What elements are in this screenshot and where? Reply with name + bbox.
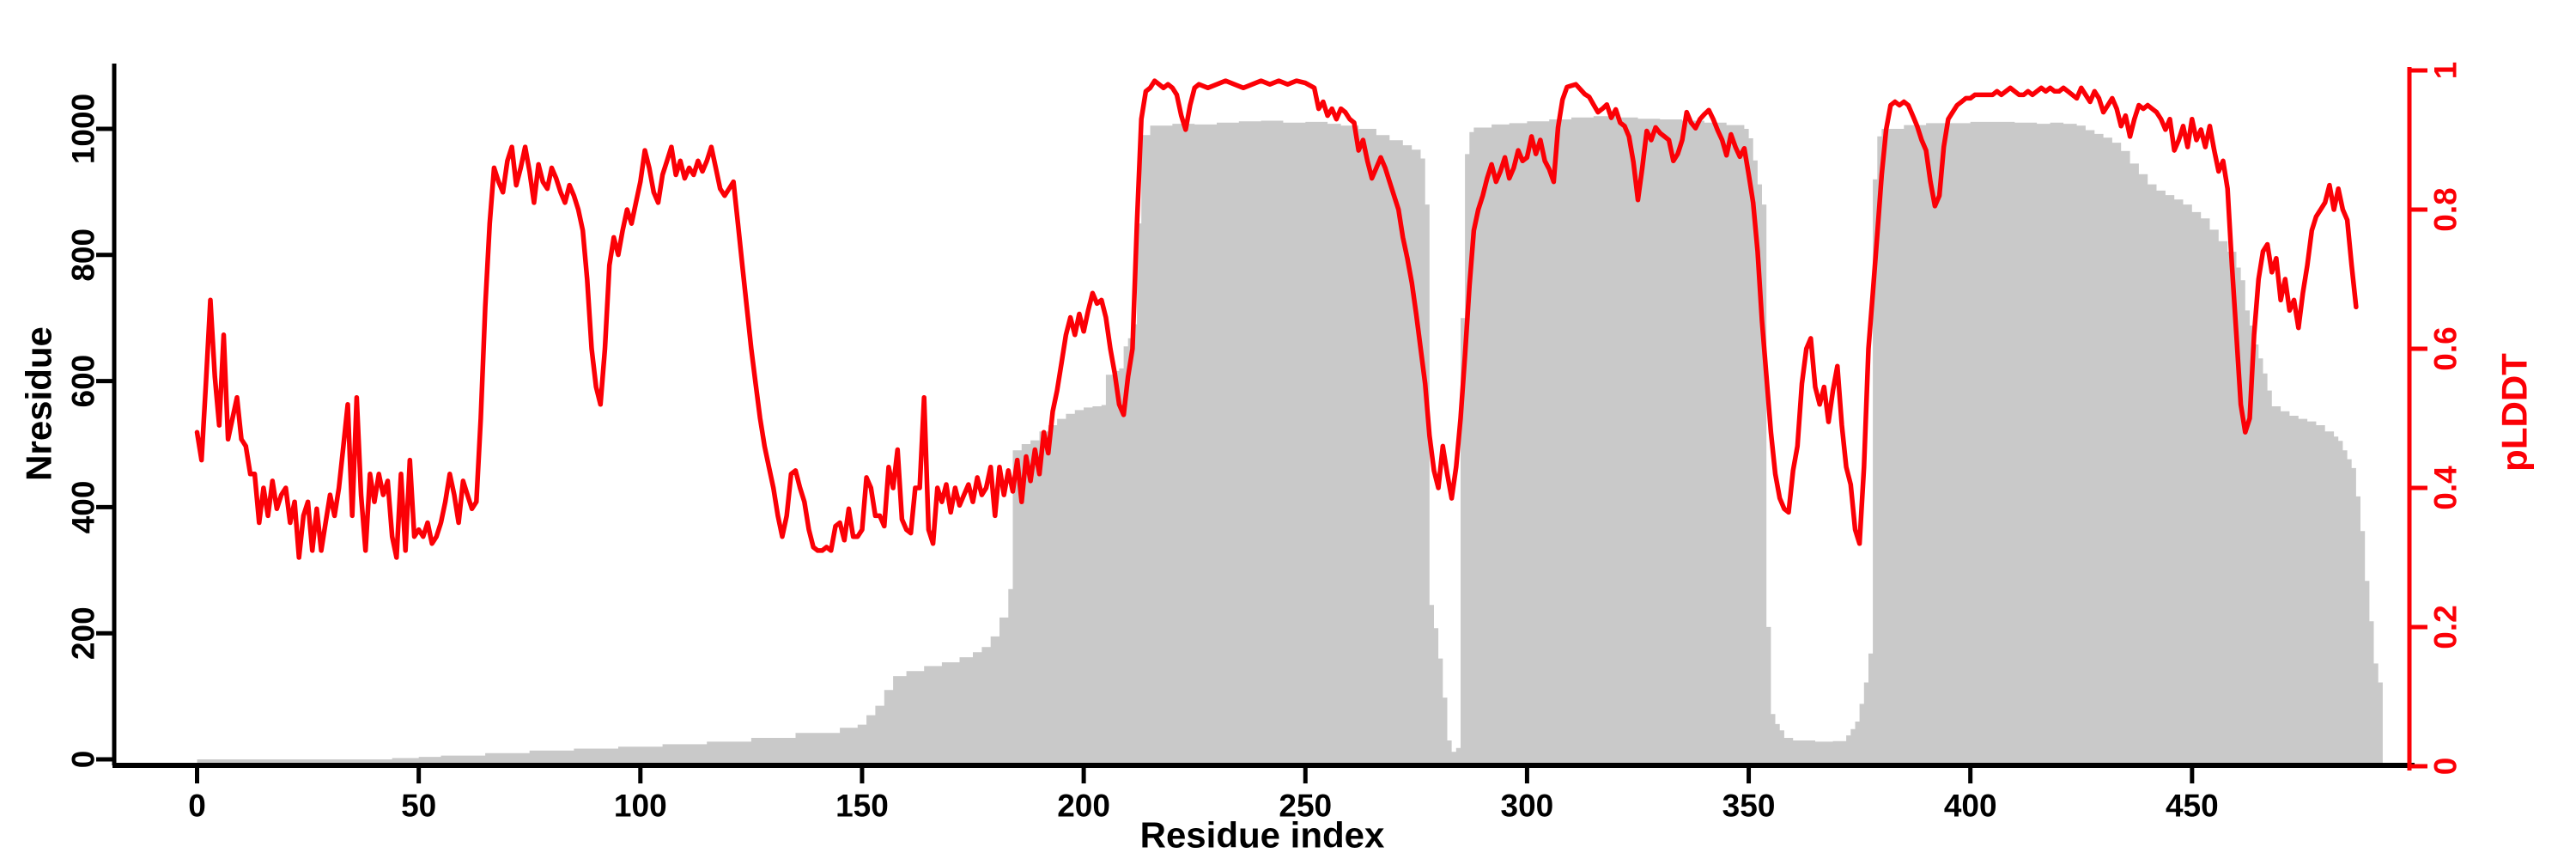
right-tick-label: 0	[2428, 758, 2464, 776]
bottom-tick-label: 50	[401, 789, 436, 824]
right-tick-label: 0.4	[2428, 466, 2464, 510]
y-axis-title-right: pLDDT	[2494, 353, 2535, 472]
right-tick-label: 0.6	[2428, 326, 2464, 370]
bottom-tick-label: 150	[835, 789, 889, 824]
left-tick-label: 200	[66, 606, 101, 660]
bottom-tick-label: 300	[1501, 789, 1554, 824]
right-tick-label: 0.2	[2428, 605, 2464, 649]
left-tick-label: 600	[66, 355, 101, 408]
bottom-tick-label: 100	[614, 789, 667, 824]
bottom-axis: 0 50 100 150 200 250 300 350 400 450	[112, 763, 2415, 824]
bottom-tick-label: 200	[1057, 789, 1110, 824]
bottom-tick-label: 400	[1944, 789, 1997, 824]
left-tick-label: 800	[66, 228, 101, 282]
bottom-tick-label: 450	[2166, 789, 2219, 824]
nresidue-silhouette	[197, 116, 2383, 766]
nresidue-bar-area	[197, 116, 2383, 766]
plddt-line	[194, 78, 2359, 560]
right-tick-label: 1	[2428, 62, 2464, 80]
left-tick-label: 0	[66, 751, 101, 769]
y-axis-title-left: Nresidue	[19, 326, 59, 481]
bottom-tick-label: 350	[1722, 789, 1776, 824]
left-axis: 0 200 400 600 800 1000	[66, 64, 117, 769]
right-tick-label: 0.8	[2428, 187, 2464, 231]
x-axis-title: Residue index	[1140, 815, 1385, 856]
bottom-tick-label: 0	[188, 789, 206, 824]
right-axis-plddt: 0 0.2 0.4 0.6 0.8 1	[2407, 62, 2464, 776]
bottom-tick-label: 250	[1279, 789, 1332, 824]
left-tick-label: 400	[66, 481, 101, 534]
left-tick-label: 1000	[66, 94, 101, 164]
